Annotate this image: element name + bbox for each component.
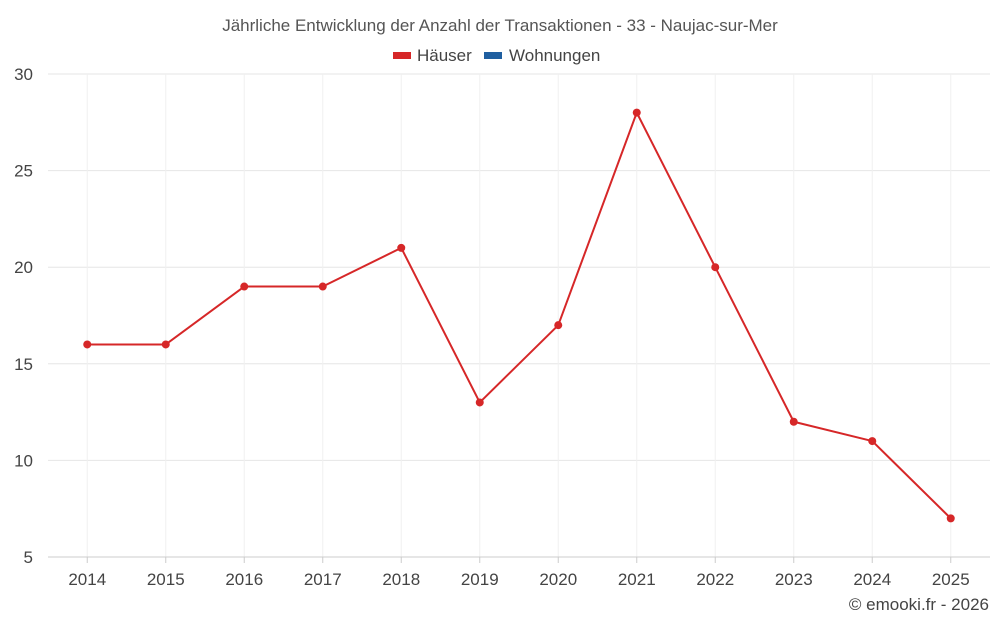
data-point[interactable] [240,283,248,291]
data-point[interactable] [947,514,955,522]
y-axis: 5 10 15 20 25 30 [14,65,33,567]
legend-swatch-houses [393,52,411,59]
legend-label-apartments[interactable]: Wohnungen [509,46,600,65]
x-tick-label: 2014 [68,570,106,589]
x-tick-label: 2016 [225,570,263,589]
data-point[interactable] [397,244,405,252]
footer-credit: © emooki.fr - 2026 [849,595,989,614]
x-tick-label: 2020 [539,570,577,589]
chart-title: Jährliche Entwicklung der Anzahl der Tra… [222,16,778,35]
x-tick-label: 2025 [932,570,970,589]
grid [48,74,990,557]
x-tick-label: 2019 [461,570,499,589]
legend: Häuser Wohnungen [393,46,600,65]
y-tick-label: 20 [14,258,33,277]
x-tick-label: 2021 [618,570,656,589]
data-point[interactable] [868,437,876,445]
legend-swatch-apartments [484,52,502,59]
y-tick-label: 30 [14,65,33,84]
x-tick-label: 2018 [382,570,420,589]
data-point[interactable] [554,321,562,329]
legend-label-houses[interactable]: Häuser [417,46,472,65]
y-tick-label: 10 [14,451,33,470]
x-tick-label: 2017 [304,570,342,589]
data-point[interactable] [711,263,719,271]
x-tick-label: 2024 [853,570,891,589]
data-point[interactable] [162,340,170,348]
x-axis: 2014 2015 2016 2017 2018 2019 2020 2021 2022 2023… [48,557,990,589]
data-point[interactable] [83,340,91,348]
x-tick-label: 2023 [775,570,813,589]
y-tick-label: 25 [14,162,33,181]
data-point[interactable] [633,109,641,117]
y-tick-label: 15 [14,355,33,374]
data-point[interactable] [319,283,327,291]
data-point[interactable] [790,418,798,426]
data-point[interactable] [476,398,484,406]
y-tick-label: 5 [24,548,33,567]
x-tick-label: 2022 [696,570,734,589]
x-tick-label: 2015 [147,570,185,589]
series-line [87,113,951,519]
